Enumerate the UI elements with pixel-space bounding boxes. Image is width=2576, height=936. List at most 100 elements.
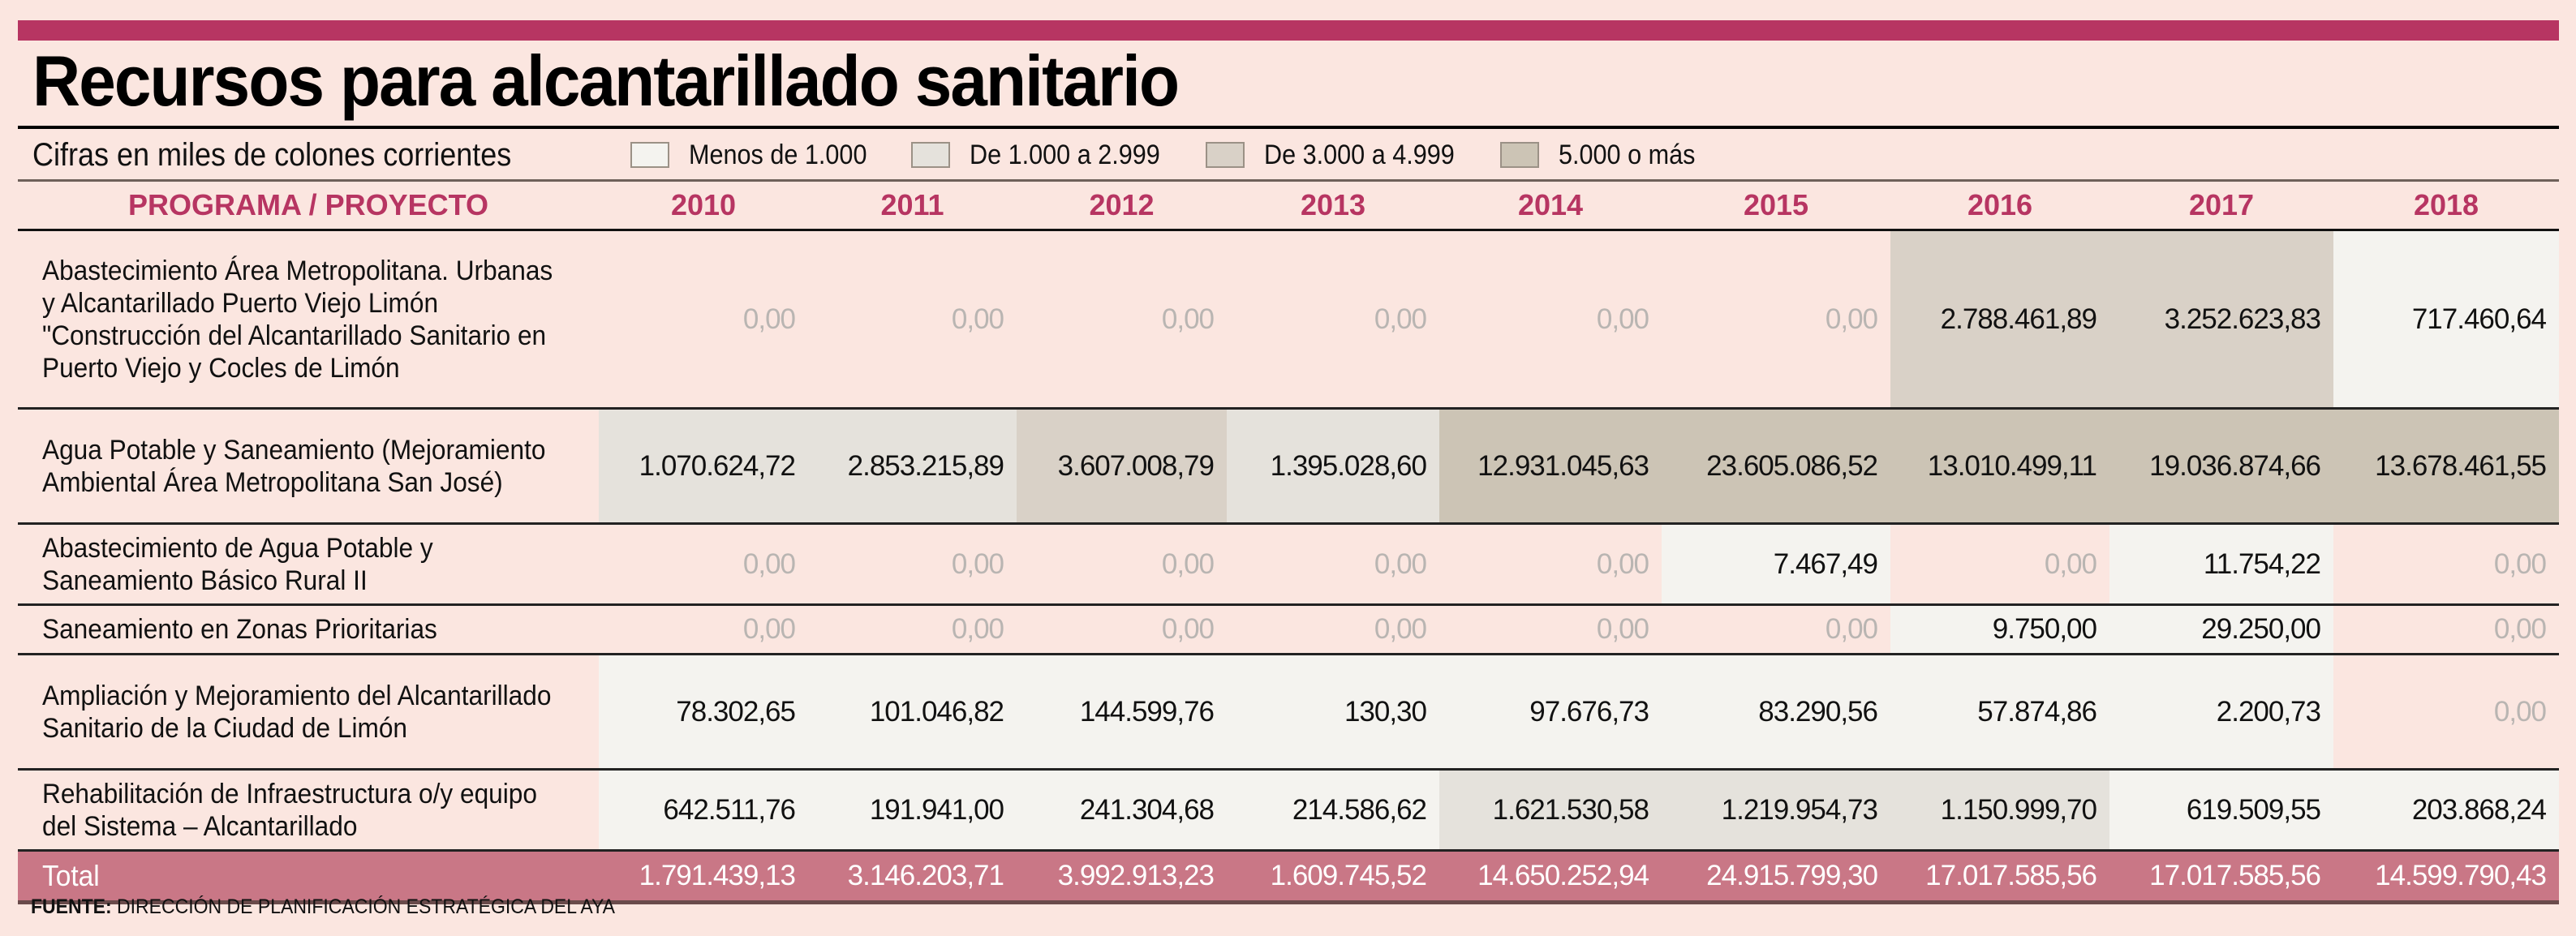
row-label: Abastecimiento de Agua Potable y Saneami… [18, 525, 599, 603]
header-year: 2011 [880, 188, 944, 221]
legend-label: De 1.000 a 2.999 [969, 139, 1160, 170]
legend-swatch [630, 142, 669, 168]
source-note: FUENTE: DIRECCIÓN DE PLANIFICACIÓN ESTRA… [31, 895, 615, 919]
table-header-row: PROGRAMA / PROYECTO 2010 2011 2012 2013 2014… [18, 182, 2559, 231]
table-cell: 11.754,22 [2109, 525, 2333, 603]
legend-row: Cifras en miles de colones corrientes Me… [18, 130, 2559, 180]
table-cell: 0,00 [2493, 547, 2547, 580]
table-cell: 0,00 [1596, 613, 1649, 645]
table-cell: 78.302,65 [599, 655, 808, 768]
legend: Menos de 1.000 De 1.000 a 2.999 De 3.000 a… [630, 130, 1735, 180]
table-cell: 101.046,82 [808, 655, 1017, 768]
header-year: 2016 [1967, 188, 2033, 221]
table-cell: 0,00 [1825, 613, 1878, 645]
legend-label: Menos de 1.000 [689, 139, 867, 170]
table-cell: 0,00 [1374, 613, 1427, 645]
table-cell: 191.941,00 [808, 771, 1017, 849]
table-cell: 13.010.499,11 [1890, 410, 2109, 522]
table-row: Saneamiento en Zonas Prioritarias 0,00 0,0… [18, 606, 2559, 655]
total-cell: 1.791.439,13 [639, 860, 796, 891]
row-label: Agua Potable y Saneamiento (Mejoramiento… [18, 410, 599, 522]
table-cell: 9.750,00 [1890, 606, 2109, 653]
row-label-text: Ampliación y Mejoramiento del Alcantaril… [42, 680, 552, 744]
table-cell: 0,00 [2493, 695, 2547, 728]
table-cell: 7.467,49 [1662, 525, 1890, 603]
table-cell: 3.607.008,79 [1017, 410, 1227, 522]
table-cell: 642.511,76 [599, 771, 808, 849]
legend-item: De 1.000 a 2.999 [910, 139, 1181, 171]
header-year: 2012 [1089, 188, 1155, 221]
legend-label: 5.000 o más [1558, 139, 1696, 170]
table-cell: 0,00 [742, 547, 796, 580]
header-year: 2013 [1300, 188, 1366, 221]
total-cell: 24.915.799,30 [1706, 860, 1878, 891]
table-cell: 0,00 [2493, 613, 2547, 645]
table-cell: 717.460,64 [2333, 231, 2559, 407]
total-cell: 3.146.203,71 [847, 860, 1004, 891]
table-cell: 13.678.461,55 [2333, 410, 2559, 522]
total-label-text: Total [42, 859, 100, 892]
table-row: Ampliación y Mejoramiento del Alcantaril… [18, 655, 2559, 771]
table-cell: 19.036.874,66 [2109, 410, 2333, 522]
table-cell: 0,00 [1374, 303, 1427, 335]
table-cell: 0,00 [1161, 613, 1215, 645]
title-divider [18, 126, 2559, 129]
table-row: Abastecimiento de Agua Potable y Saneami… [18, 525, 2559, 606]
legend-swatch [1499, 142, 1539, 168]
legend-item: Menos de 1.000 [630, 140, 887, 171]
table-cell: 0,00 [1596, 303, 1649, 335]
header-year: 2010 [670, 188, 737, 221]
table-cell: 2.853.215,89 [808, 410, 1017, 522]
legend-swatch [910, 142, 950, 168]
table-cell: 0,00 [1825, 303, 1878, 335]
header-programa: PROGRAMA / PROYECTO [127, 188, 489, 221]
table-row: Rehabilitación de Infraestructura o/y eq… [18, 771, 2559, 849]
table-cell: 23.605.086,52 [1662, 410, 1890, 522]
total-cell: 17.017.585,56 [1925, 860, 2097, 891]
table-cell: 0,00 [951, 613, 1004, 645]
table-cell: 3.252.623,83 [2109, 231, 2333, 407]
header-year: 2017 [2188, 188, 2255, 221]
row-label-text: Abastecimiento de Agua Potable y Saneami… [42, 532, 433, 596]
table-cell: 0,00 [1161, 547, 1215, 580]
legend-item: De 3.000 a 4.999 [1205, 139, 1476, 171]
table-cell: 241.304,68 [1017, 771, 1227, 849]
table-cell: 0,00 [1596, 547, 1649, 580]
row-label-text: Saneamiento en Zonas Prioritarias [42, 614, 437, 645]
table-cell: 1.070.624,72 [599, 410, 808, 522]
table-cell: 12.931.045,63 [1439, 410, 1662, 522]
total-cell: 14.650.252,94 [1477, 860, 1649, 891]
table-cell: 29.250,00 [2109, 606, 2333, 653]
table-row: Abastecimiento Área Metropolitana. Urban… [18, 231, 2559, 410]
row-label-text: Rehabilitación de Infraestructura o/y eq… [42, 778, 537, 842]
legend-label: De 3.000 a 4.999 [1263, 139, 1455, 170]
total-label: Total [18, 852, 599, 900]
table-cell: 83.290,56 [1662, 655, 1890, 768]
legend-item: 5.000 o más [1499, 139, 1710, 171]
legend-swatch [1205, 142, 1245, 168]
row-label: Ampliación y Mejoramiento del Alcantaril… [18, 655, 599, 768]
table-cell: 619.509,55 [2109, 771, 2333, 849]
table-cell: 1.150.999,70 [1890, 771, 2109, 849]
table-cell: 0,00 [1374, 547, 1427, 580]
total-cell: 17.017.585,56 [2149, 860, 2321, 891]
total-cell: 1.609.745,52 [1270, 860, 1427, 891]
subtitle: Cifras en miles de colones corrientes [32, 137, 512, 173]
table-cell: 1.395.028,60 [1227, 410, 1439, 522]
legend-divider [18, 179, 2559, 182]
table-cell: 97.676,73 [1439, 655, 1662, 768]
total-cell: 14.599.790,43 [2375, 860, 2547, 891]
table-cell: 1.219.954,73 [1662, 771, 1890, 849]
header-year: 2014 [1517, 188, 1584, 221]
table-row: Agua Potable y Saneamiento (Mejoramiento… [18, 410, 2559, 525]
table-cell: 144.599,76 [1017, 655, 1227, 768]
top-accent-bar [18, 20, 2559, 41]
row-label-text: Agua Potable y Saneamiento (Mejoramiento… [42, 434, 546, 498]
row-label: Abastecimiento Área Metropolitana. Urban… [18, 231, 599, 407]
header-year: 2018 [2413, 188, 2479, 221]
table-cell: 0,00 [2044, 547, 2097, 580]
table-cell: 0,00 [742, 303, 796, 335]
header-year: 2015 [1743, 188, 1809, 221]
total-row: Total 1.791.439,13 3.146.203,71 3.992.913,2… [18, 849, 2559, 904]
row-label: Rehabilitación de Infraestructura o/y eq… [18, 771, 599, 849]
